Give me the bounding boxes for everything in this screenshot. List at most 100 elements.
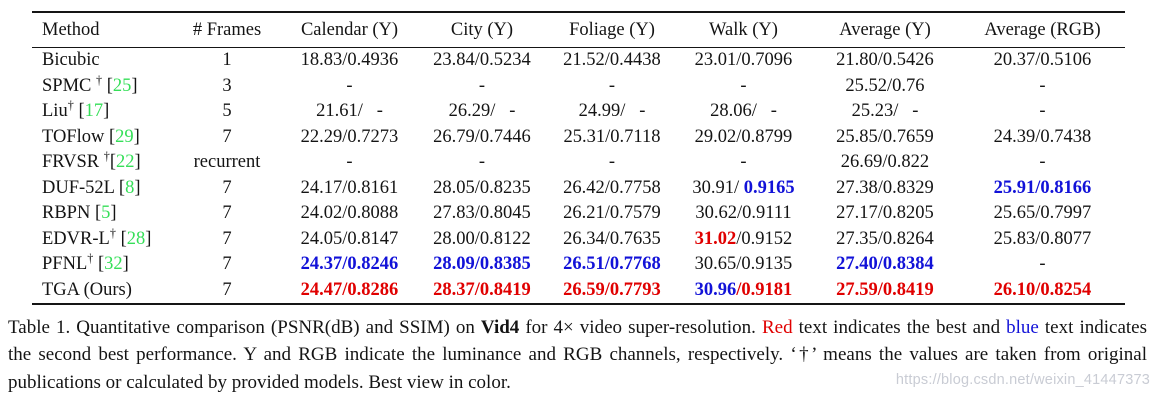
frames-cell: 7 [222, 203, 232, 223]
citation-number: 17 [84, 101, 104, 121]
metric-cell: 26.79/0.7446 [417, 125, 547, 151]
text-segment: - [1039, 152, 1046, 172]
text-segment: 27.83/0.8045 [433, 203, 531, 223]
metric-cell: 25.91/0.8166 [960, 176, 1125, 202]
table-row: PFNL† [32] 7 24.37/0.8246 28.09/0.8385 26.51… [32, 252, 1125, 278]
text-segment: 18.83/0.4936 [300, 50, 399, 70]
citation-number: 32 [104, 254, 123, 274]
metric-cell: 25.23/ - [810, 99, 960, 125]
text-segment: text indicates the best and [792, 317, 1007, 338]
metric-cell: - [282, 150, 417, 176]
metric-cell: 22.29/0.7273 [282, 125, 417, 151]
text-segment: 28.06/ - [710, 101, 777, 121]
method-cell: Bicubic [32, 48, 172, 74]
text-segment: [ [93, 254, 105, 274]
text-segment: text indicates the second best performan… [8, 317, 1147, 393]
frames-cell: 7 [222, 126, 232, 147]
text-segment: 25.31/0.7118 [563, 126, 661, 147]
metric-cell: 26.42/0.7758 [547, 176, 677, 202]
frames-cell: 7 [172, 277, 282, 305]
text-segment: /0.9181 [736, 279, 793, 300]
dagger-mark: † [87, 250, 94, 265]
watermark-url: https://blog.csdn.net/weixin_41447373 [895, 372, 1150, 388]
metric-cell: 31.02/0.9152 [677, 227, 810, 253]
dagger-mark: † [103, 148, 110, 163]
text-segment: Liu [42, 101, 68, 121]
text-segment: [ [73, 101, 85, 121]
metric-cell: - [282, 74, 417, 100]
metric-cell: - [677, 74, 810, 100]
column-header-city: City (Y) [417, 12, 547, 48]
text-segment: TGA (Ours) [42, 279, 132, 300]
text-segment: 21.52/0.4438 [563, 50, 661, 70]
text-segment: 25.83/0.8077 [993, 228, 1092, 249]
table-row: TOFlow [29] 7 22.29/0.7273 26.79/0.7446 25.3… [32, 125, 1125, 151]
frames-cell: 7 [222, 254, 232, 274]
citation-number: 29 [115, 126, 134, 147]
text-segment: ] [122, 254, 129, 274]
metric-cell: 26.59/0.7793 [547, 277, 677, 305]
text-segment: 26.79/0.7446 [433, 126, 531, 147]
metric-cell: 25.83/0.8077 [960, 227, 1125, 253]
metric-cell: 25.85/0.7659 [810, 125, 960, 151]
metric-cell: 23.84/0.5234 [417, 48, 547, 74]
metric-cell: 30.91/ 0.9165 [677, 176, 810, 202]
text-segment: ] [110, 203, 117, 223]
text-segment: /0.9152 [736, 228, 793, 249]
text-segment: 30.65/0.9135 [694, 254, 793, 274]
metric-cell: 30.65/0.9135 [677, 252, 810, 278]
text-segment: PFNL [42, 254, 88, 274]
text-segment: 24.17/0.8161 [300, 177, 399, 198]
metric-cell: 30.62/0.9111 [677, 201, 810, 227]
metric-cell: 25.31/0.7118 [547, 125, 677, 151]
text-segment: SPMC [42, 75, 96, 96]
text-segment: - [346, 75, 353, 96]
frames-cell: 7 [222, 228, 232, 249]
text-segment: 24.99/ - [578, 101, 646, 121]
text-segment: 24.47/0.8286 [300, 279, 399, 300]
text-segment: 28.09/0.8385 [433, 254, 531, 274]
frames-cell: 5 [222, 101, 232, 121]
frames-cell: 3 [222, 75, 232, 96]
metric-cell: 24.47/0.8286 [282, 277, 417, 305]
text-segment: - [1039, 254, 1046, 274]
text-segment: 23.01/0.7096 [694, 50, 793, 70]
text-segment: 26.59/0.7793 [563, 279, 661, 300]
text-segment: 28.00/0.8122 [433, 228, 531, 249]
text-segment: EDVR-L [42, 228, 110, 249]
metric-cell: 26.34/0.7635 [547, 227, 677, 253]
metric-cell: 28.06/ - [677, 99, 810, 125]
table-row: FRVSR †[22] recurrent - - - - 26.69/0.822 - [32, 150, 1125, 176]
text-segment: RBPN [ [42, 203, 102, 223]
metric-cell: 23.01/0.7096 [677, 48, 810, 74]
text-segment: Table 1. Quantitative comparison (PSNR(d… [8, 317, 481, 338]
text-segment: 27.38/0.8329 [836, 177, 934, 198]
metric-cell: 29.02/0.8799 [677, 125, 810, 151]
metric-cell: - [960, 252, 1125, 278]
text-segment: ] [133, 126, 140, 147]
text-segment: 24.39/0.7438 [993, 126, 1092, 147]
metric-cell: 24.05/0.8147 [282, 227, 417, 253]
table-row: TGA (Ours) 7 24.47/0.8286 28.37/0.8419 26.59… [32, 277, 1125, 305]
text-segment: Vid4 [480, 317, 520, 338]
citation-number: 22 [116, 152, 135, 172]
text-segment: 24.37/0.8246 [300, 254, 399, 274]
table-row: Bicubic 1 18.83/0.4936 23.84/0.5234 21.52/0.… [32, 48, 1125, 74]
table-row: RBPN [5] 7 24.02/0.8088 27.83/0.8045 26.21/0… [32, 201, 1125, 227]
method-cell: SPMC † [25] [32, 73, 172, 100]
metric-cell: - [417, 74, 547, 100]
method-cell: RBPN [5] [32, 201, 172, 227]
table-body: Bicubic 1 18.83/0.4936 23.84/0.5234 21.52/0.… [32, 48, 1125, 305]
metric-cell: 28.09/0.8385 [417, 252, 547, 278]
text-segment: 25.65/0.7997 [993, 203, 1092, 223]
text-segment: 21.80/0.5426 [836, 50, 934, 70]
metric-cell: - [677, 150, 810, 176]
text-segment: 30.91/ [692, 177, 744, 198]
metric-cell: 26.69/0.822 [810, 150, 960, 176]
text-segment: [ [115, 228, 127, 249]
text-segment: - [1039, 101, 1046, 121]
metric-cell: 26.51/0.7768 [547, 252, 677, 278]
text-segment: ] [134, 177, 141, 198]
text-segment: ] [134, 152, 141, 172]
metric-cell: 24.39/0.7438 [960, 125, 1125, 151]
